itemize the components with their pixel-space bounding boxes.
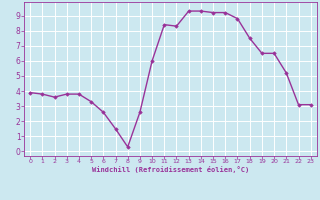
X-axis label: Windchill (Refroidissement éolien,°C): Windchill (Refroidissement éolien,°C) [92,166,249,173]
